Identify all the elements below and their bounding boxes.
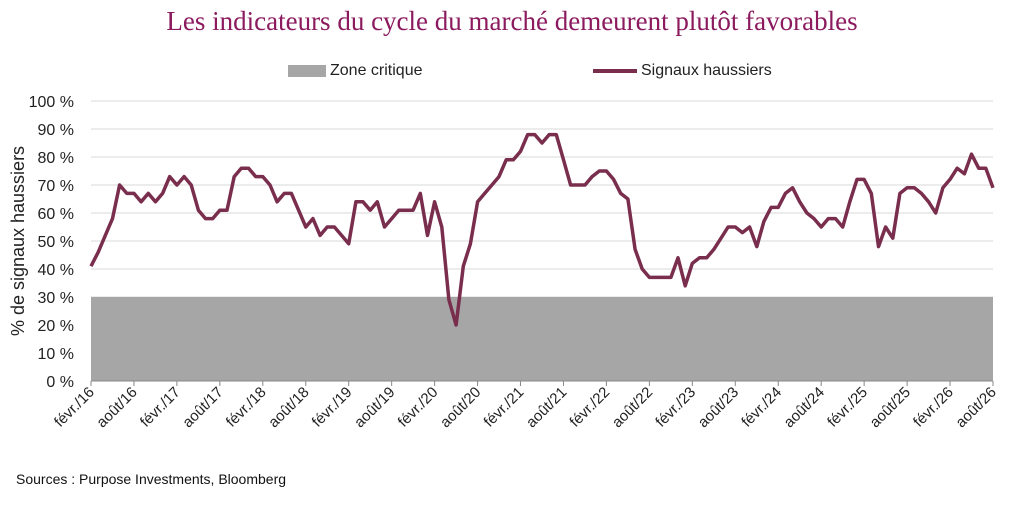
x-tick-label: févr./20 bbox=[395, 384, 442, 431]
x-tick-label: août/23 bbox=[695, 384, 742, 431]
legend-label-zone: Zone critique bbox=[330, 62, 423, 79]
x-tick-label: févr./17 bbox=[137, 384, 184, 431]
x-tick-label: août/22 bbox=[609, 384, 656, 431]
x-tick-label: août/19 bbox=[351, 384, 398, 431]
x-tick-label: août/17 bbox=[179, 384, 226, 431]
legend-swatch-signaux bbox=[593, 69, 637, 73]
chart-title: Les indicateurs du cycle du marché demeu… bbox=[166, 6, 858, 36]
legend-item-signaux: Signaux haussiers bbox=[593, 62, 772, 80]
y-tick-label: 60 % bbox=[38, 206, 74, 223]
x-tick-label: août/18 bbox=[265, 384, 312, 431]
legend-item-zone-critique: Zone critique bbox=[288, 62, 423, 80]
y-axis-label: % de signaux haussiers bbox=[8, 146, 28, 336]
y-tick-label: 20 % bbox=[38, 318, 74, 335]
legend-swatch-zone bbox=[288, 65, 326, 77]
y-tick-label: 40 % bbox=[38, 262, 74, 279]
series-line-signaux-haussiers bbox=[89, 132, 995, 327]
x-tick-label: août/26 bbox=[952, 384, 999, 431]
y-tick-label: 70 % bbox=[38, 178, 74, 195]
legend: Zone critique Signaux haussiers bbox=[0, 62, 1024, 84]
y-tick-label: 90 % bbox=[38, 122, 74, 139]
y-tick-label: 30 % bbox=[38, 290, 74, 307]
x-tick-label: févr./23 bbox=[652, 384, 699, 431]
y-tick-label: 0 % bbox=[46, 374, 74, 391]
legend-label-signaux: Signaux haussiers bbox=[641, 62, 772, 79]
x-tick-label: févr./24 bbox=[738, 384, 785, 431]
x-tick-label: févr./22 bbox=[566, 384, 613, 431]
y-tick-label: 50 % bbox=[38, 234, 74, 251]
x-tick-label: août/16 bbox=[93, 384, 140, 431]
x-tick-label: févr./18 bbox=[223, 384, 270, 431]
y-tick-label: 80 % bbox=[38, 150, 74, 167]
x-tick-label: août/20 bbox=[437, 384, 484, 431]
x-tick-label: févr./19 bbox=[309, 384, 356, 431]
y-tick-label: 10 % bbox=[38, 346, 74, 363]
x-tick-label: août/25 bbox=[867, 384, 914, 431]
y-tick-label: 100 % bbox=[29, 94, 74, 111]
x-tick-label: févr./21 bbox=[481, 384, 528, 431]
x-tick-label: août/21 bbox=[523, 384, 570, 431]
x-tick-label: févr./25 bbox=[824, 384, 871, 431]
x-tick-label: févr./26 bbox=[910, 384, 957, 431]
x-tick-label: août/24 bbox=[781, 384, 828, 431]
critical-zone-area bbox=[91, 297, 993, 381]
source-note: Sources : Purpose Investments, Bloomberg bbox=[16, 471, 287, 487]
